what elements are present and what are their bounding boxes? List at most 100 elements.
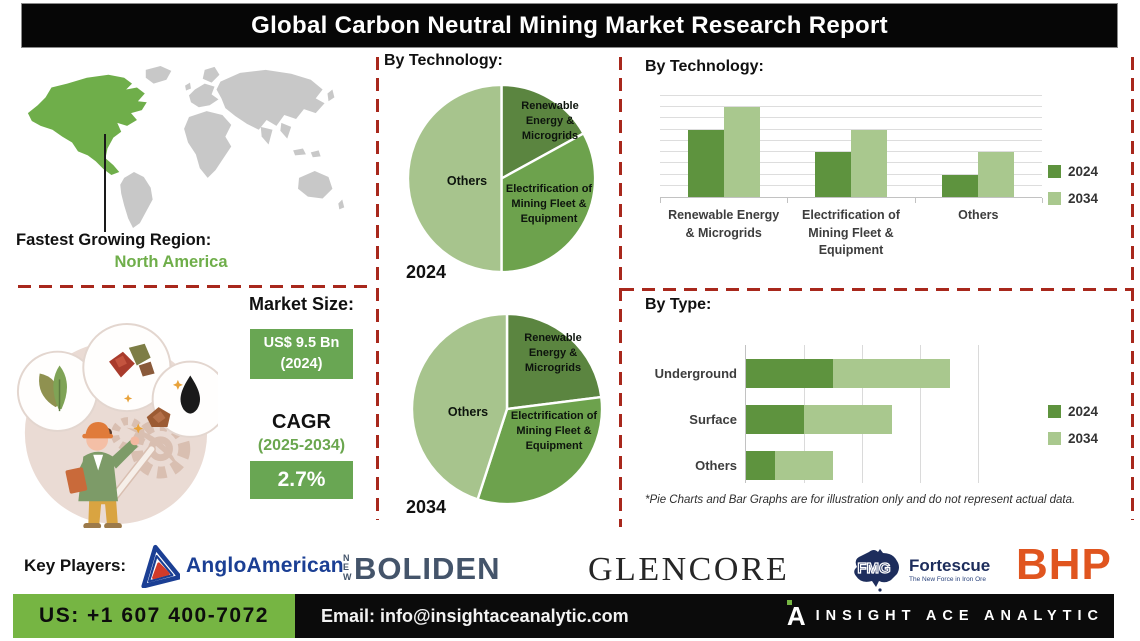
mining-illustration xyxy=(16,322,218,528)
bar-group-0 xyxy=(660,96,787,197)
insightace-logo: A INSIGHT ACE ANALYTIC xyxy=(786,594,1104,638)
pie2-label-renewable: Renewable Energy & Microgrids xyxy=(524,332,582,374)
technology-bar-legend: 2024 2034 xyxy=(1048,164,1098,218)
legend-label-2024: 2024 xyxy=(1068,404,1099,419)
logo-boliden: NEW BOLIDEN xyxy=(343,551,501,587)
pie1-label-electrification: Electrification of Mining Fleet & Equipm… xyxy=(505,183,593,225)
fortescue-tagline: The New Force in Iron Ore xyxy=(909,576,986,583)
cagr-heading: CAGR xyxy=(272,411,331,433)
fmg-australia-icon: FMG xyxy=(854,549,899,592)
market-size-year: (2024) xyxy=(280,356,323,372)
bar-section-title: By Technology: xyxy=(645,58,764,75)
divider-horizontal-left xyxy=(18,285,374,288)
cagr-value: 2.7% xyxy=(277,468,326,491)
gridline xyxy=(660,117,1042,119)
person-illustration xyxy=(65,422,140,528)
divider-horizontal-right xyxy=(621,288,1134,291)
world-map xyxy=(27,65,345,229)
legend-swatch-2034 xyxy=(1048,192,1061,205)
legend-swatch-2024 xyxy=(1048,165,1061,178)
svg-text:FMG: FMG xyxy=(857,560,890,577)
bar-category-label-1: Electrification of Mining Fleet & Equipm… xyxy=(802,208,900,257)
stack-row-2 xyxy=(746,451,834,480)
divider-vertical-middle xyxy=(619,57,622,527)
fastest-growing-region-label: Fastest Growing Region: xyxy=(16,231,212,249)
pie-chart-2024 xyxy=(406,83,597,274)
logo-glencore: GLENCORE xyxy=(588,551,790,588)
disclaimer-footnote: *Pie Charts and Bar Graphs are for illus… xyxy=(645,494,1076,506)
insightace-monogram-icon: A xyxy=(786,600,806,631)
pie2-label-electrification: Electrification of Mining Fleet & Equipm… xyxy=(510,410,598,452)
logo-fortescue: FMG Fortescue The New Force in Iron Ore xyxy=(843,546,990,594)
bar-2024-2 xyxy=(942,174,979,197)
footer-email-bar: Email: info@insightaceanalytic.com A INS… xyxy=(295,594,1114,638)
angloamerican-wordmark: AngloAmerican xyxy=(186,554,344,577)
cagr-period: (2025-2034) xyxy=(257,437,346,454)
green-dot-icon xyxy=(786,600,792,605)
gridline xyxy=(660,106,1042,108)
legend-swatch-2034 xyxy=(1048,432,1061,445)
pie-slice-1 xyxy=(476,395,604,506)
stack-row-0 xyxy=(746,359,950,388)
gridline xyxy=(978,345,979,483)
axis-tick xyxy=(787,198,789,203)
gridline xyxy=(660,95,1042,96)
stack-seg-2024-1 xyxy=(746,405,805,434)
type-section-title: By Type: xyxy=(645,296,712,313)
boliden-wordmark: BOLIDEN xyxy=(354,551,501,586)
email-address: Email: info@insightaceanalytic.com xyxy=(321,605,629,626)
bar-2024-1 xyxy=(814,152,851,197)
bar-group-2 xyxy=(915,96,1042,197)
bar-2034-1 xyxy=(850,129,887,197)
bar-group-1 xyxy=(787,96,914,197)
title-bar: Global Carbon Neutral Mining Market Rese… xyxy=(21,3,1118,48)
legend-swatch-2024 xyxy=(1048,405,1061,418)
stack-seg-2034-2 xyxy=(775,451,834,480)
pie-slice-1 xyxy=(500,132,597,274)
bar-category-label-2: Others xyxy=(958,208,999,222)
legend-item-2024: 2024 xyxy=(1048,404,1098,419)
north-america-highlight xyxy=(27,74,147,175)
bar-2024-0 xyxy=(687,129,724,197)
sparkle-icon xyxy=(123,379,183,434)
gems-icon xyxy=(109,343,155,378)
bar-2034-0 xyxy=(723,107,760,197)
pie1-year-label: 2024 xyxy=(406,262,447,282)
pie-slice-0 xyxy=(500,83,585,180)
type-stacked-bar-chart xyxy=(745,345,979,483)
legend-label-2034: 2034 xyxy=(1068,191,1099,206)
insightace-wordmark: INSIGHT ACE ANALYTIC xyxy=(815,608,1104,624)
stack-seg-2034-1 xyxy=(804,405,892,434)
legend-label-2024: 2024 xyxy=(1068,164,1099,179)
legend-item-2024: 2024 xyxy=(1048,164,1098,179)
technology-bar-categories: Renewable Energy & Microgrids Electrifica… xyxy=(660,207,1042,260)
pie-slice-2 xyxy=(410,312,509,501)
stack-row-1 xyxy=(746,405,892,434)
page-title: Global Carbon Neutral Mining Market Rese… xyxy=(251,11,888,39)
pie-chart-2034 xyxy=(410,312,604,506)
pie-slice-2 xyxy=(406,83,503,274)
logo-angloamerican: AngloAmerican xyxy=(136,544,344,588)
stack-seg-2024-2 xyxy=(746,451,776,480)
pie2-year-label: 2034 xyxy=(406,497,447,517)
axis-tick xyxy=(1042,198,1043,203)
type-chart-legend: 2024 2034 xyxy=(1048,404,1098,458)
axis-tick xyxy=(660,198,661,203)
legend-item-2034: 2034 xyxy=(1048,431,1098,446)
market-size-heading: Market Size: xyxy=(248,294,354,314)
legend-item-2034: 2034 xyxy=(1048,191,1098,206)
stack-category-label-1: Surface xyxy=(689,412,737,427)
ore-rock xyxy=(146,407,171,427)
technology-bar-chart xyxy=(660,95,1043,203)
pie2-label-others: Others xyxy=(447,405,489,419)
stack-seg-2034-0 xyxy=(833,359,950,388)
gridline xyxy=(920,345,921,483)
boliden-new-prefix: NEW xyxy=(343,553,352,582)
fastest-growing-region-value: North America xyxy=(114,253,228,271)
phone-number: US: +1 607 400-7072 xyxy=(39,604,269,627)
oil-drop-icon xyxy=(180,375,201,414)
divider-vertical-left xyxy=(376,57,379,520)
logo-bhp: BHP xyxy=(1016,540,1112,589)
market-size-value-box: US$ 9.5 Bn (2024) xyxy=(250,329,353,379)
